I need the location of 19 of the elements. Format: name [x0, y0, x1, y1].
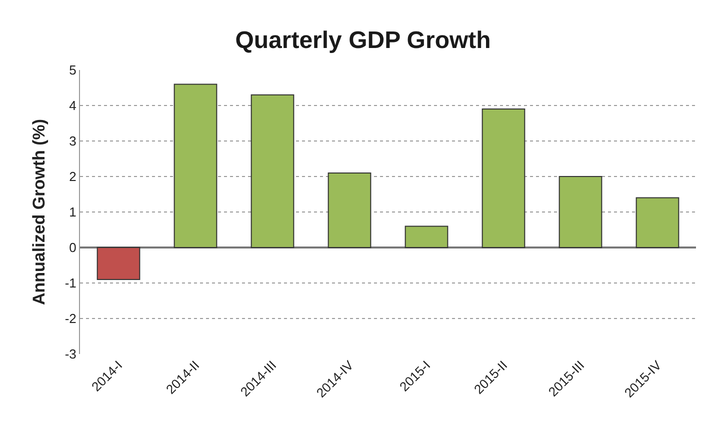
chart-title: Quarterly GDP Growth: [235, 26, 491, 54]
y-tick-label: 0: [69, 240, 76, 256]
bar: [636, 197, 680, 248]
y-tick-label: 5: [69, 62, 76, 78]
y-tick-label: -3: [64, 346, 76, 362]
y-tick-label: 4: [69, 98, 76, 114]
y-tick-label: 3: [69, 134, 76, 149]
bar: [558, 176, 602, 248]
bar: [96, 247, 140, 280]
bar: [404, 226, 448, 248]
y-axis-title: Annualized Growth (%): [29, 118, 48, 306]
bar: [482, 108, 526, 248]
y-tick-label: -2: [64, 311, 76, 326]
bar: [250, 94, 294, 248]
bar: [174, 84, 218, 248]
bar: [328, 172, 372, 248]
y-tick-label: -1: [64, 276, 76, 291]
y-tick-label: 1: [69, 204, 76, 220]
y-tick-label: 2: [69, 169, 76, 184]
